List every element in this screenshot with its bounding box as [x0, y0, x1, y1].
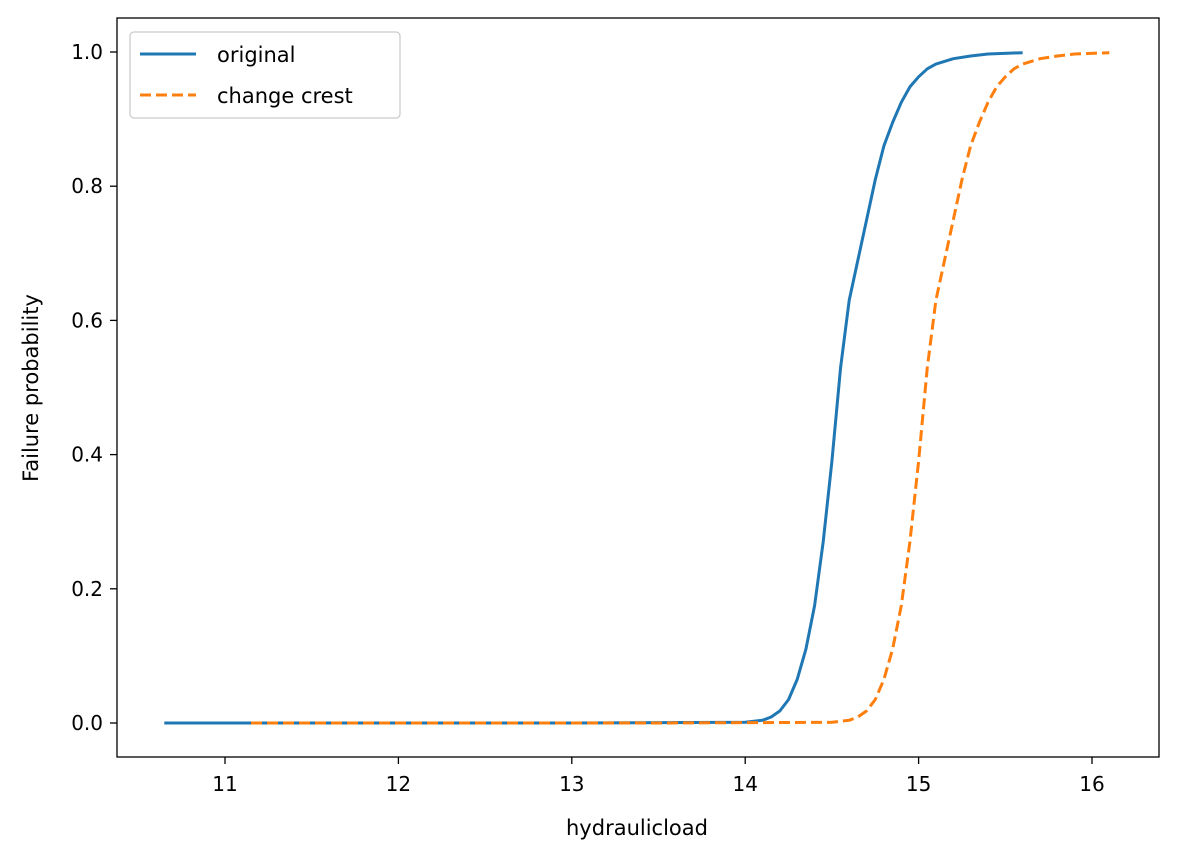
y-axis-label: Failure probability [19, 294, 43, 482]
x-tick-label: 16 [1079, 772, 1104, 796]
legend-label-original: original [217, 43, 296, 67]
y-tick-label: 0.2 [71, 577, 103, 601]
x-tick-label: 13 [559, 772, 584, 796]
plot-frame [116, 17, 1160, 758]
y-tick-label: 0.6 [71, 308, 103, 332]
x-tick-label: 11 [212, 772, 237, 796]
x-tick-label: 14 [732, 772, 757, 796]
y-tick-label: 0.8 [71, 174, 103, 198]
x-tick-label: 15 [906, 772, 931, 796]
legend: original change crest [129, 31, 401, 119]
legend-label-change-crest: change crest [217, 84, 353, 108]
x-tick-label: 12 [386, 772, 411, 796]
x-axis-label: hydraulicload [566, 816, 708, 840]
y-tick-label: 0.4 [71, 443, 103, 467]
series-line-change-crest [251, 51, 1110, 725]
series-line-original [164, 51, 1023, 725]
legend-box [129, 31, 401, 119]
y-tick-label: 0.0 [71, 711, 103, 735]
y-tick-label: 1.0 [71, 40, 103, 64]
